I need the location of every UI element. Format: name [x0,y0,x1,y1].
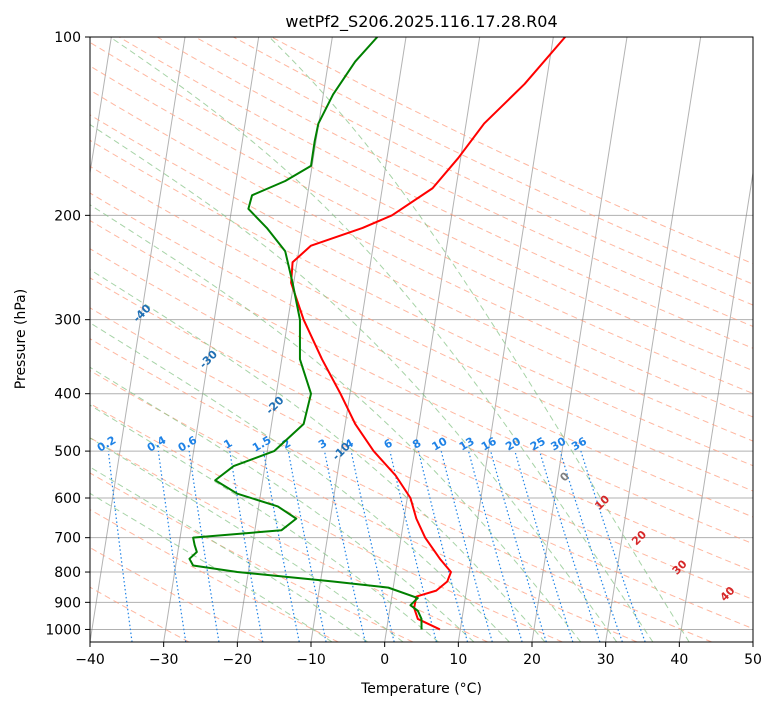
sounding-profiles [188,37,566,631]
isotherm-line [163,37,260,642]
dry-adiabat-line [90,165,753,492]
x-tick-label: 20 [523,652,541,668]
y-tick-label: 600 [54,491,81,507]
y-axis: 100 200 300 400 500 600 700 800 900 1000 [45,30,90,638]
dewpoint-profile [188,37,423,630]
y-tick-label: 1000 [45,622,81,638]
mixing-ratio-line [107,451,133,642]
x-tick-label: 30 [597,652,615,668]
isotherm-line [531,37,628,642]
mixing-ratio-line [417,450,469,642]
isotherm-line [605,37,702,642]
chart-title: wetPf2_S206.2025.116.17.28.R04 [285,12,557,32]
y-tick-label: 900 [54,595,81,611]
dry-adiabat-line [90,219,753,545]
mixing-ratio-line [350,450,395,642]
mixing-ratio-line [287,450,327,642]
x-tick-label: 10 [449,652,467,668]
y-tick-label: 100 [54,30,81,46]
moist-adiabat-line [90,123,618,642]
isotherm-line [678,169,753,642]
x-tick-label: −10 [296,652,326,668]
y-tick-label: 500 [54,444,81,460]
mixing-ratio-line [490,450,547,642]
mixing-ratio-line [539,450,601,642]
moist-adiabat-line [90,322,510,642]
dry-adiabat-line [90,307,753,630]
y-tick-label: 200 [54,208,81,224]
isotherm-line [236,37,333,642]
dry-adiabat-line [195,37,753,306]
moist-adiabat-line [90,404,439,642]
isotherm-line [90,37,186,642]
x-axis: −40 −30 −20 −10 0 10 20 30 40 50 [75,642,762,668]
mixing-ratio-line [467,450,523,642]
mixing-ratio-line [440,450,493,642]
y-axis-title: Pressure (hPa) [13,289,29,389]
moist-adiabat-line [90,204,582,642]
moist-adiabat-line [268,37,690,642]
x-tick-label: 0 [380,652,389,668]
x-tick-label: −20 [223,652,253,668]
dry-adiabat-line [90,248,753,572]
isotherm-line [457,37,554,642]
mixing-ratio-line [559,450,623,642]
temperature-profile [290,37,566,631]
plot-frame [89,36,754,643]
isotherm-line [310,37,407,642]
mixing-ratio-line [514,450,574,642]
mixing-ratio-line [580,450,646,642]
y-tick-label: 700 [54,531,81,547]
x-axis-title: Temperature (°C) [360,681,482,697]
y-tick-label: 300 [54,313,81,329]
mixing-ratio-line [389,450,438,642]
dry-adiabat-line [90,114,753,442]
x-tick-label: −30 [149,652,179,668]
x-tick-label: 50 [744,652,762,668]
dry-adiabat-line [90,277,753,601]
dry-adiabat-line [118,37,753,349]
dry-adiabat-line [233,37,753,285]
background-lines [90,37,753,642]
y-tick-label: 400 [54,387,81,403]
moist-adiabat-line [90,269,546,642]
x-tick-label: 40 [670,652,688,668]
mixing-ratio-line [188,451,220,642]
y-tick-label: 800 [54,565,81,581]
dry-adiabat-line [90,509,339,642]
dry-adiabat-line [90,139,753,467]
dry-adiabat-line [90,403,563,642]
moist-adiabat-line [90,466,368,642]
dry-adiabat-line [90,547,264,642]
x-tick-label: −40 [75,652,105,668]
mixing-ratio-line [323,450,366,642]
mixing-ratio-line [157,451,187,642]
dry-adiabat-line [90,192,753,518]
dry-adiabat-line [90,370,638,642]
isotherm-line [90,37,112,177]
dry-adiabat-line [90,41,753,372]
moist-adiabat-line [109,37,654,642]
isotherm-line [384,37,481,642]
